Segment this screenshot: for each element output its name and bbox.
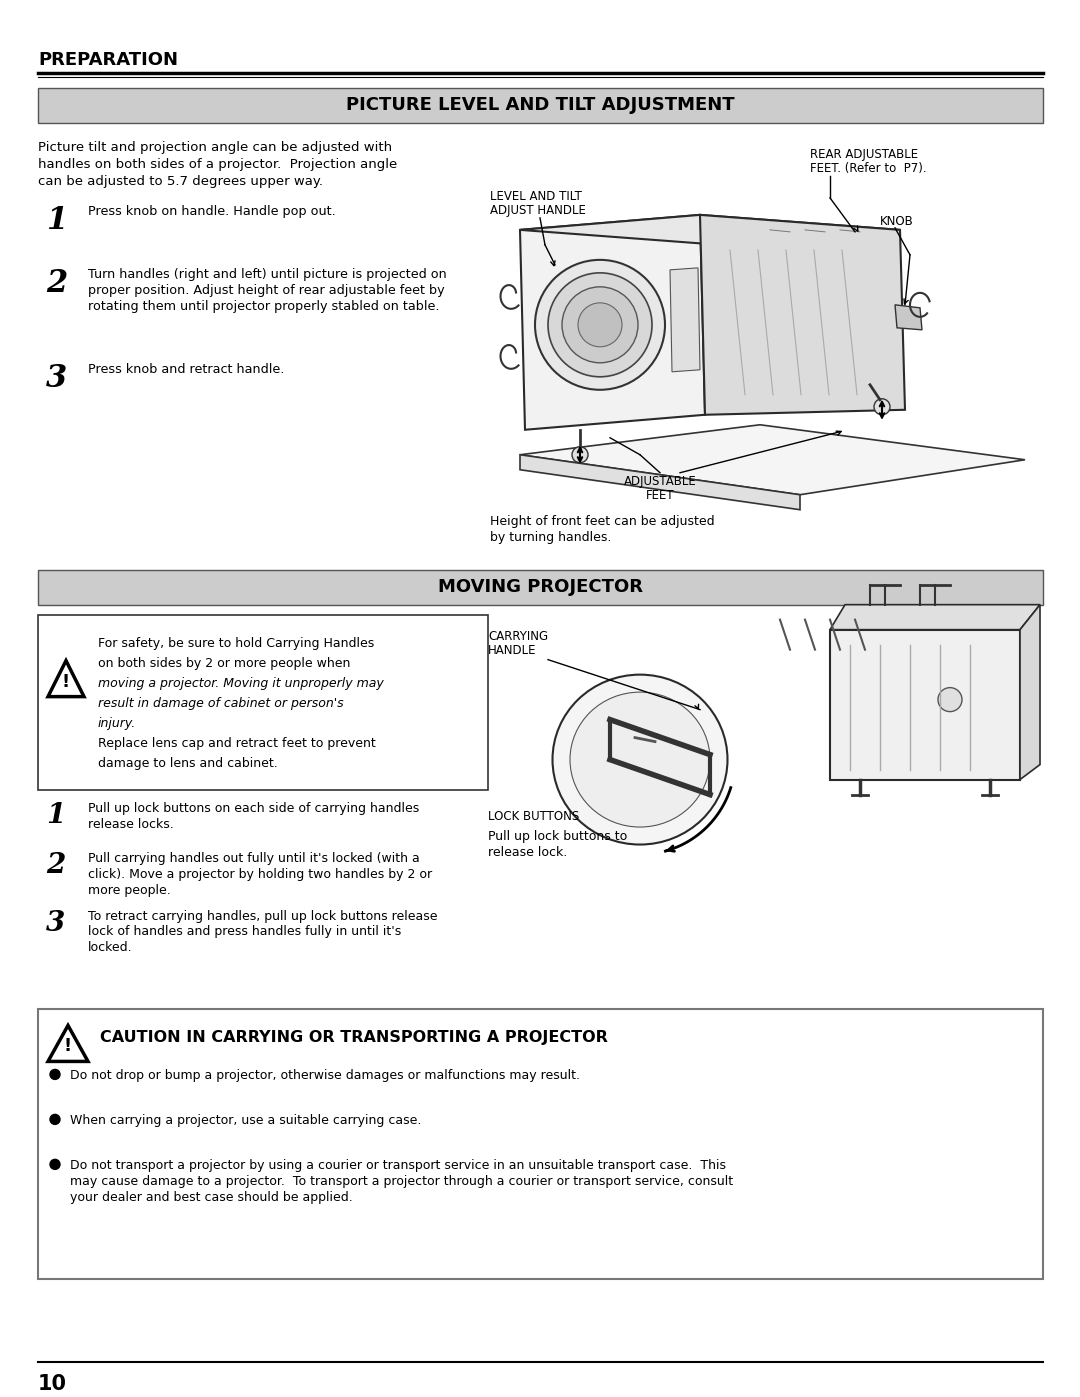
Text: ADJUSTABLE: ADJUSTABLE <box>623 475 697 488</box>
Text: 2: 2 <box>46 268 67 299</box>
Circle shape <box>50 1160 60 1169</box>
Polygon shape <box>519 215 705 430</box>
Text: HANDLE: HANDLE <box>488 644 537 657</box>
Bar <box>38 615 488 789</box>
Text: Pull carrying handles out fully until it's locked (with a: Pull carrying handles out fully until it… <box>87 852 420 865</box>
Text: can be adjusted to 5.7 degrees upper way.: can be adjusted to 5.7 degrees upper way… <box>38 175 323 189</box>
Text: damage to lens and cabinet.: damage to lens and cabinet. <box>98 757 278 770</box>
Ellipse shape <box>570 692 710 827</box>
Text: lock of handles and press handles fully in until it's: lock of handles and press handles fully … <box>87 925 402 939</box>
Polygon shape <box>519 455 800 510</box>
Text: When carrying a projector, use a suitable carrying case.: When carrying a projector, use a suitabl… <box>70 1115 421 1127</box>
Circle shape <box>548 272 652 377</box>
Text: PICTURE LEVEL AND TILT ADJUSTMENT: PICTURE LEVEL AND TILT ADJUSTMENT <box>347 96 734 115</box>
Text: CARRYING: CARRYING <box>488 630 549 643</box>
Text: proper position. Adjust height of rear adjustable feet by: proper position. Adjust height of rear a… <box>87 284 445 296</box>
Text: handles on both sides of a projector.  Projection angle: handles on both sides of a projector. Pr… <box>38 158 397 170</box>
Circle shape <box>874 398 890 415</box>
Polygon shape <box>519 425 1025 495</box>
Text: Turn handles (right and left) until picture is projected on: Turn handles (right and left) until pict… <box>87 268 447 281</box>
Text: 3: 3 <box>46 909 65 936</box>
Text: Picture tilt and projection angle can be adjusted with: Picture tilt and projection angle can be… <box>38 141 392 154</box>
Text: Height of front feet can be adjusted: Height of front feet can be adjusted <box>490 514 715 528</box>
Text: LEVEL AND TILT: LEVEL AND TILT <box>490 190 582 203</box>
Text: Replace lens cap and retract feet to prevent: Replace lens cap and retract feet to pre… <box>98 736 376 750</box>
Circle shape <box>535 260 665 390</box>
Text: For safety, be sure to hold Carrying Handles: For safety, be sure to hold Carrying Han… <box>98 637 375 650</box>
Bar <box>38 88 1043 123</box>
Text: Pull up lock buttons to: Pull up lock buttons to <box>488 830 627 842</box>
Text: Do not drop or bump a projector, otherwise damages or malfunctions may result.: Do not drop or bump a projector, otherwi… <box>70 1070 580 1083</box>
Text: KNOB: KNOB <box>880 215 914 228</box>
Text: by turning handles.: by turning handles. <box>490 531 611 543</box>
Text: click). Move a projector by holding two handles by 2 or: click). Move a projector by holding two … <box>87 868 432 880</box>
Text: release lock.: release lock. <box>488 845 567 859</box>
Circle shape <box>939 687 962 711</box>
Ellipse shape <box>553 675 728 845</box>
Polygon shape <box>519 215 900 244</box>
Bar <box>38 570 1043 605</box>
Polygon shape <box>670 268 700 372</box>
Text: Do not transport a projector by using a courier or transport service in an unsui: Do not transport a projector by using a … <box>70 1160 726 1172</box>
Text: moving a projector. Moving it unproperly may: moving a projector. Moving it unproperly… <box>98 676 383 690</box>
Text: more people.: more people. <box>87 883 171 897</box>
Text: rotating them until projector properly stabled on table.: rotating them until projector properly s… <box>87 300 440 313</box>
Text: Press knob on handle. Handle pop out.: Press knob on handle. Handle pop out. <box>87 205 336 218</box>
Text: your dealer and best case should be applied.: your dealer and best case should be appl… <box>70 1192 353 1204</box>
Text: result in damage of cabinet or person's: result in damage of cabinet or person's <box>98 697 343 710</box>
Text: REAR ADJUSTABLE: REAR ADJUSTABLE <box>810 148 918 161</box>
Polygon shape <box>700 215 905 415</box>
Bar <box>38 1010 1043 1280</box>
Text: 2: 2 <box>46 852 65 879</box>
Text: !: ! <box>64 1038 72 1055</box>
Text: PREPARATION: PREPARATION <box>38 50 178 68</box>
Text: !: ! <box>62 672 70 690</box>
Polygon shape <box>895 305 922 330</box>
Text: FEET. (Refer to  P7).: FEET. (Refer to P7). <box>810 162 927 175</box>
Text: release locks.: release locks. <box>87 817 174 831</box>
Text: 1: 1 <box>46 802 65 828</box>
Bar <box>831 630 1020 780</box>
Text: 3: 3 <box>46 363 67 394</box>
Text: may cause damage to a projector.  To transport a projector through a courier or : may cause damage to a projector. To tran… <box>70 1175 733 1189</box>
Circle shape <box>562 286 638 363</box>
Text: Pull up lock buttons on each side of carrying handles: Pull up lock buttons on each side of car… <box>87 802 419 814</box>
Text: Press knob and retract handle.: Press knob and retract handle. <box>87 363 284 376</box>
Text: LOCK BUTTONS: LOCK BUTTONS <box>488 809 579 823</box>
Text: locked.: locked. <box>87 942 133 954</box>
Text: on both sides by 2 or more people when: on both sides by 2 or more people when <box>98 657 350 669</box>
Text: 1: 1 <box>46 205 67 236</box>
Text: To retract carrying handles, pull up lock buttons release: To retract carrying handles, pull up loc… <box>87 909 437 922</box>
Circle shape <box>50 1115 60 1125</box>
Text: injury.: injury. <box>98 717 136 729</box>
Circle shape <box>578 303 622 346</box>
Text: 10: 10 <box>38 1375 67 1394</box>
Text: ADJUST HANDLE: ADJUST HANDLE <box>490 204 585 217</box>
Text: FEET: FEET <box>646 489 674 502</box>
Text: MOVING PROJECTOR: MOVING PROJECTOR <box>438 578 643 597</box>
Circle shape <box>50 1070 60 1080</box>
Polygon shape <box>831 605 1040 630</box>
Text: CAUTION IN CARRYING OR TRANSPORTING A PROJECTOR: CAUTION IN CARRYING OR TRANSPORTING A PR… <box>100 1030 608 1045</box>
Polygon shape <box>1020 605 1040 780</box>
Circle shape <box>572 447 588 462</box>
